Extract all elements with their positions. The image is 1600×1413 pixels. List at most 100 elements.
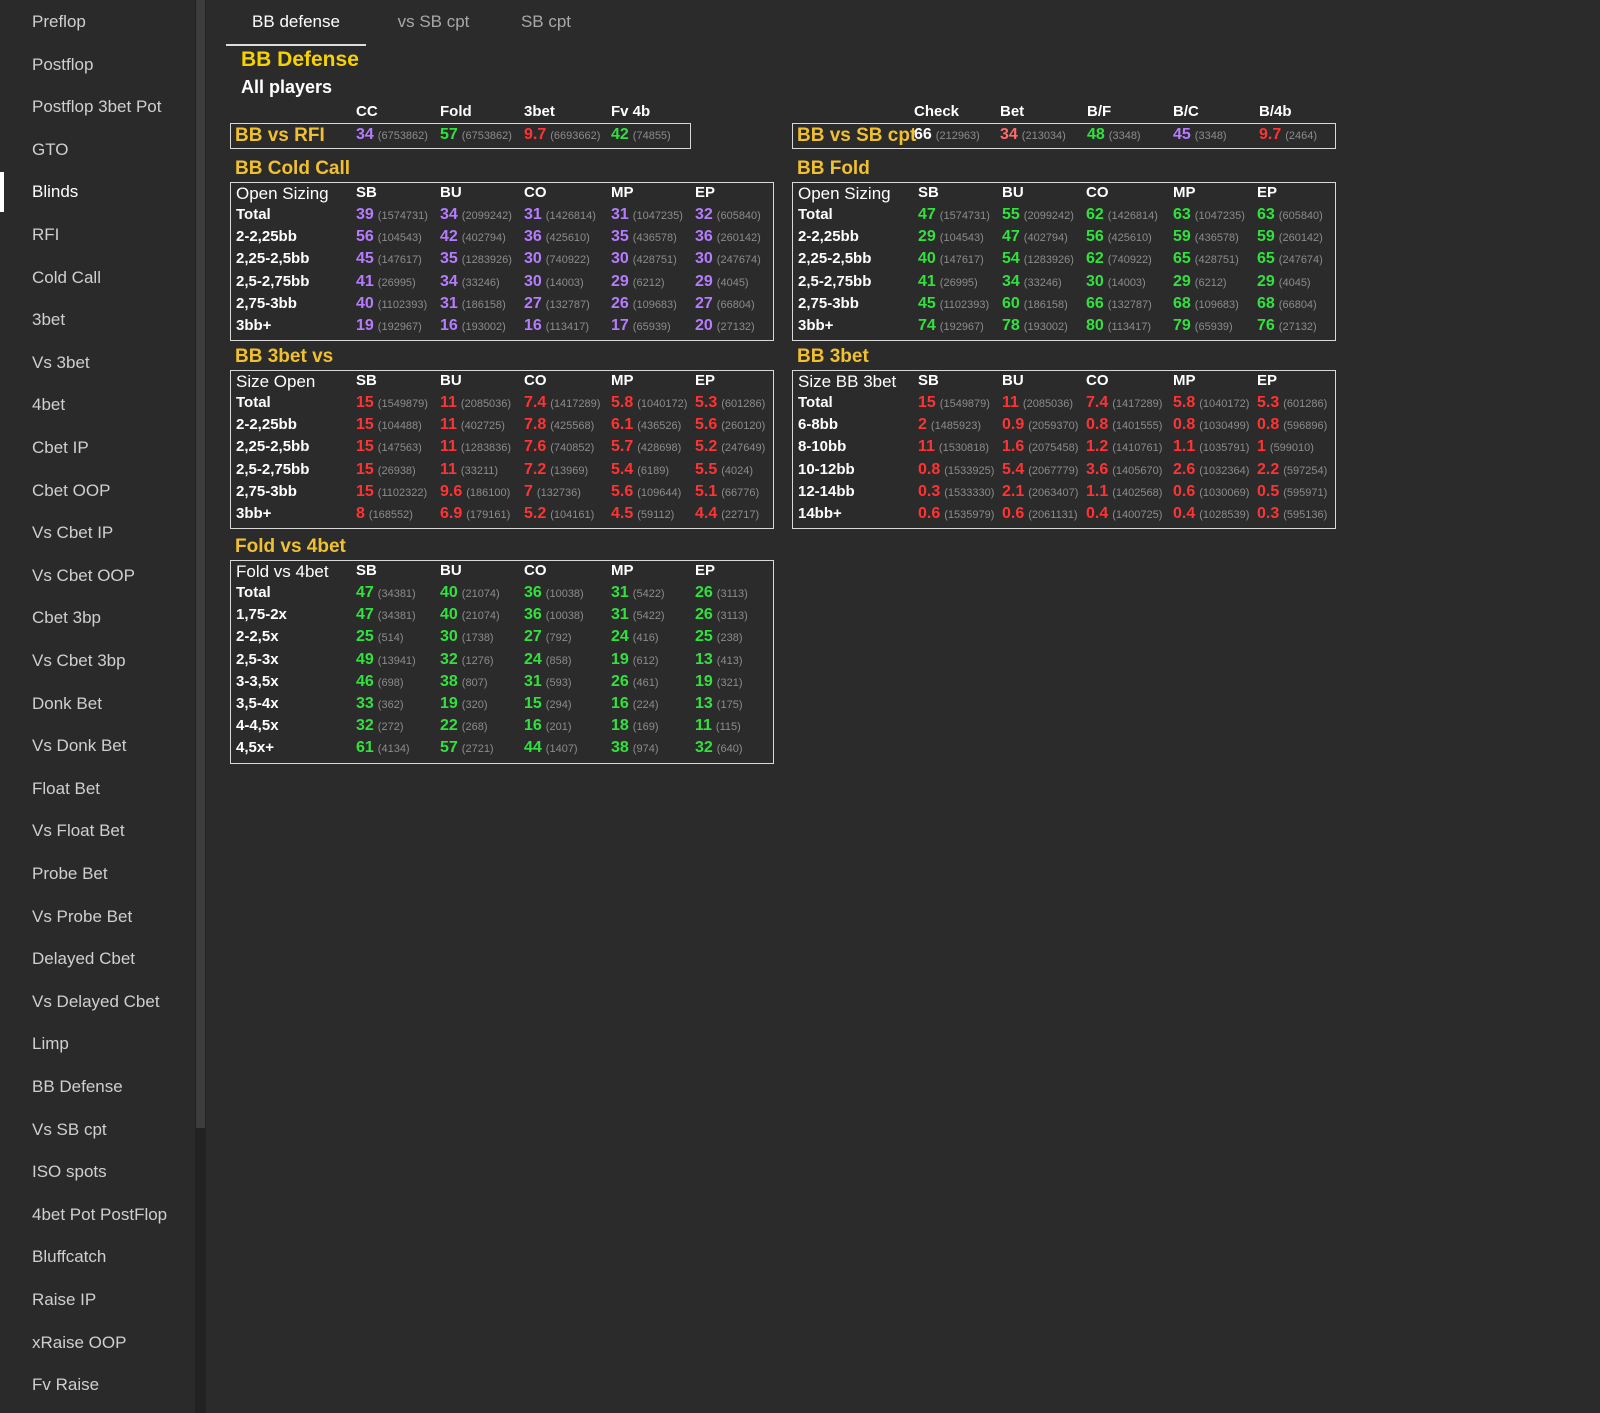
bb-3bet-vs-cell: 7.2 (13969) <box>524 461 588 479</box>
sidebar-item-vs-delayed-cbet[interactable]: Vs Delayed Cbet <box>32 991 160 1011</box>
sidebar-item-limp[interactable]: Limp <box>32 1034 69 1054</box>
sidebar-item-delayed-cbet[interactable]: Delayed Cbet <box>32 949 136 969</box>
stat-value: 19 <box>356 317 374 334</box>
sample-size: (2099242) <box>1023 210 1074 222</box>
table-row-label: 3bb+ <box>236 505 272 522</box>
bb-cold-call-cell: 34 (2099242) <box>440 206 512 224</box>
bb-fold-cell: 55 (2099242) <box>1002 206 1074 224</box>
sidebar-item-vs-probe-bet[interactable]: Vs Probe Bet <box>32 906 133 926</box>
sidebar-item-vs-float-bet[interactable]: Vs Float Bet <box>32 821 125 841</box>
sidebar-item-gto[interactable]: GTO <box>32 139 69 159</box>
tab-sb-cpt[interactable]: SB cpt <box>520 12 572 31</box>
sample-size: (1417289) <box>1112 398 1163 410</box>
table-row-label: 2-2,25bb <box>798 228 859 246</box>
bb-cold-call-cell: 42 (402794) <box>440 228 506 246</box>
sample-size: (213034) <box>1021 130 1066 142</box>
table-row-label: 2,75-3bb <box>798 294 859 312</box>
stat-value: 1 <box>1257 438 1266 456</box>
sidebar-item-vs-cbet-3bp[interactable]: Vs Cbet 3bp <box>32 651 126 670</box>
stat-value: 11 <box>695 717 712 735</box>
sidebar-item-bb-defense[interactable]: BB Defense <box>32 1077 123 1096</box>
sample-size: (2099242) <box>461 210 512 222</box>
sample-size: (425610) <box>545 232 590 245</box>
stat-value: 1.6 <box>1002 438 1025 456</box>
bb-fold-cell: 40 (147617) <box>918 250 984 268</box>
bb-cold-call-cell: 36 (425610) <box>524 228 590 246</box>
sidebar-item-preflop[interactable]: Preflop <box>32 12 86 31</box>
sidebar-item-3bet[interactable]: 3bet <box>32 310 66 330</box>
stat-value: 0.6 <box>1173 482 1196 500</box>
sidebar-item-blinds[interactable]: Blinds <box>0 172 195 213</box>
sample-size: (1402568) <box>1112 486 1163 499</box>
sample-size: (1405670) <box>1112 464 1163 477</box>
sample-size: (260142) <box>1278 232 1323 245</box>
sidebar-item-cbet-ip[interactable]: Cbet IP <box>32 438 89 457</box>
sidebar-item-vs-3bet[interactable]: Vs 3bet <box>32 352 90 372</box>
sidebar-scrollbar[interactable] <box>196 0 205 1128</box>
bb-3bet-cell: 5.4 (2067779) <box>1002 461 1078 479</box>
stat-value: 7.8 <box>524 416 547 434</box>
stat-value: 0.6 <box>1002 505 1025 522</box>
bb-3bet-cell: 1.2 (1410761) <box>1086 438 1162 456</box>
bb-3bet-vs-cell: 5.2 (247649) <box>695 438 765 456</box>
sidebar-item-raise-ip[interactable]: Raise IP <box>32 1290 97 1309</box>
sidebar-item-cbet-oop[interactable]: Cbet OOP <box>32 480 111 500</box>
sample-size: (1533330) <box>944 486 995 499</box>
bb-3bet-vs-cell: 15 (1102322) <box>356 483 427 501</box>
bb-fold-cell: 79 (65939) <box>1173 317 1233 335</box>
sample-size: (402725) <box>460 420 505 433</box>
stat-value: 9.7 <box>1259 126 1282 143</box>
sidebar-item-postflop[interactable]: Postflop <box>32 54 94 74</box>
sample-size: (595971) <box>1283 486 1328 499</box>
tab-vs-sb-cpt[interactable]: vs SB cpt <box>397 12 470 31</box>
sample-size: (5422) <box>632 588 665 600</box>
sidebar: Preflop Postflop Postflop 3bet Pot GTO Blind… <box>0 0 195 1413</box>
sample-size: (115) <box>715 721 741 734</box>
bb-fold-cell: 65 (428751) <box>1173 250 1239 268</box>
stat-value: 15 <box>356 438 374 456</box>
sidebar-item-vs-sb-cpt[interactable]: Vs SB cpt <box>32 1119 107 1139</box>
col-header-mp: MP <box>1173 184 1196 201</box>
col-header-bu: BU <box>1002 184 1024 201</box>
sidebar-item-float-bet[interactable]: Float Bet <box>32 778 101 798</box>
sidebar-item-vs-cbet-oop[interactable]: Vs Cbet OOP <box>32 565 135 585</box>
fold-vs-4bet-cell: 26 (461) <box>611 673 658 691</box>
stat-value: 45 <box>356 250 374 268</box>
sample-size: (175) <box>716 699 743 711</box>
col-header-bet: Bet <box>1000 103 1025 120</box>
sidebar-item-fv-raise[interactable]: Fv Raise <box>32 1375 100 1395</box>
stat-value: 3.6 <box>1086 460 1109 478</box>
sidebar-item-4bet-pot-postflop[interactable]: 4bet Pot PostFlop <box>32 1204 168 1224</box>
sample-size: (1549879) <box>377 398 428 410</box>
sample-size: (1047235) <box>632 210 683 222</box>
tab-bb-defense[interactable]: BB defense <box>226 0 366 46</box>
sidebar-item-4bet[interactable]: 4bet <box>32 395 66 415</box>
sidebar-item-donk-bet[interactable]: Donk Bet <box>32 693 102 713</box>
stat-value: 2.6 <box>1173 460 1196 478</box>
sample-size: (186158) <box>1023 298 1068 311</box>
stat-value: 30 <box>695 250 713 268</box>
stat-value: 26 <box>695 584 713 601</box>
sidebar-item-iso-spots[interactable]: ISO spots <box>32 1162 107 1182</box>
table-row-label: Total <box>798 394 833 411</box>
sidebar-item-vs-donk-bet[interactable]: Vs Donk Bet <box>32 736 127 756</box>
sidebar-item-cbet-3bp[interactable]: Cbet 3bp <box>32 608 101 628</box>
sidebar-item-bluffcatch[interactable]: Bluffcatch <box>32 1247 107 1267</box>
sidebar-item-rfi[interactable]: RFI <box>32 225 60 244</box>
fold-vs-4bet-cell: 32 (272) <box>356 717 403 735</box>
stat-value: 6.9 <box>440 505 463 522</box>
table-row-label: 3bb+ <box>236 317 272 334</box>
bb-fold-cell: 63 (605840) <box>1257 206 1323 224</box>
sample-size: (1102393) <box>377 298 428 311</box>
sidebar-item-xraise-oop[interactable]: xRaise OOP <box>32 1332 127 1352</box>
stat-value: 32 <box>695 739 713 757</box>
sidebar-item-probe-bet[interactable]: Probe Bet <box>32 864 108 883</box>
stat-value: 25 <box>695 628 713 646</box>
bb-3bet-cell: 0.4 (1400725) <box>1086 505 1162 523</box>
stat-value: 47 <box>356 584 374 601</box>
sidebar-item-vs-cbet-ip[interactable]: Vs Cbet IP <box>32 523 114 543</box>
sidebar-item-postflop-3bet-pot[interactable]: Postflop 3bet Pot <box>32 97 162 117</box>
stat-value: 5.8 <box>1173 394 1196 411</box>
sidebar-item-cold-call[interactable]: Cold Call <box>32 267 101 287</box>
bb-3bet-cell: 1.1 (1402568) <box>1086 483 1162 501</box>
